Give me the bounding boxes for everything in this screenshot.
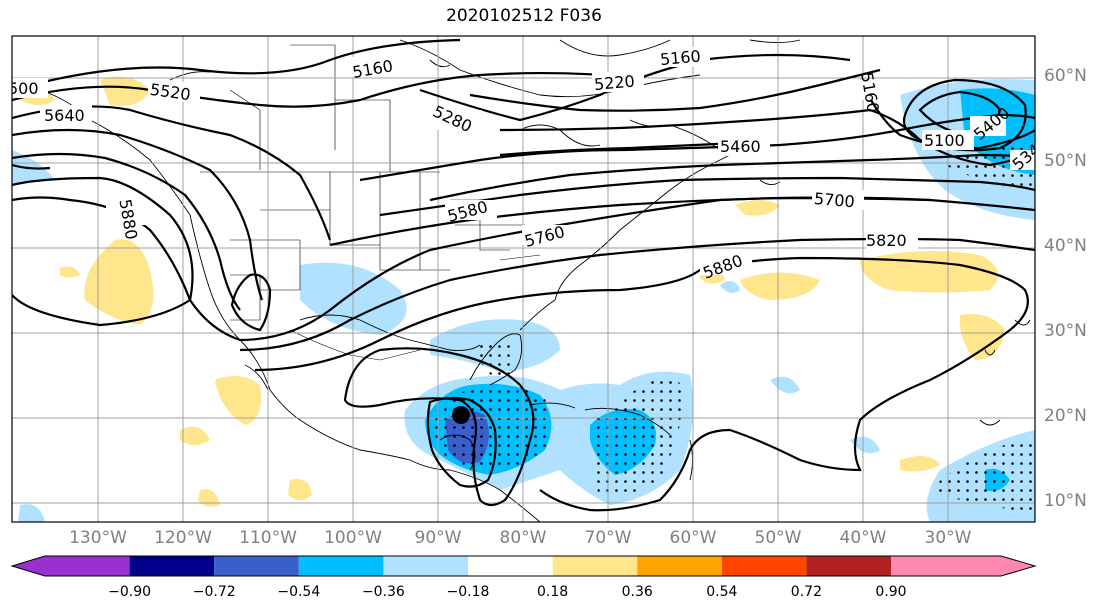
colorbar-tick: −0.54 bbox=[277, 584, 321, 600]
lat-label-60n: 60°N bbox=[1044, 66, 1087, 86]
contour-label: 5640 bbox=[44, 106, 85, 125]
contour-label: 5100 bbox=[924, 131, 965, 150]
map-title: 2020102512 F036 bbox=[446, 6, 602, 26]
lon-label-120w: 120°W bbox=[154, 528, 212, 548]
colorbar-bin bbox=[721, 556, 807, 576]
contour-label: 500 bbox=[8, 79, 39, 98]
colorbar-outline bbox=[10, 555, 1037, 577]
lon-label-100w: 100°W bbox=[324, 528, 382, 548]
colorbar-bin bbox=[383, 556, 468, 576]
anomaly-yellow bbox=[20, 76, 1005, 507]
colorbar-bin bbox=[806, 556, 891, 576]
colorbar-tick: 0.36 bbox=[621, 584, 653, 600]
colorbar-bin bbox=[298, 556, 384, 576]
colorbar-tick: 0.90 bbox=[875, 584, 907, 600]
colorbar-tick: 0.54 bbox=[706, 584, 738, 600]
colorbar-extend-low bbox=[12, 556, 45, 576]
graticule bbox=[12, 36, 1035, 522]
lat-label-20n: 20°N bbox=[1044, 406, 1087, 426]
contour-label-group: 5160 5520 5280 5160 5220 5460 5700 5820 … bbox=[8, 47, 1035, 283]
lon-label-70w: 70°W bbox=[584, 528, 632, 548]
lat-label-30n: 30°N bbox=[1044, 321, 1087, 341]
map-frame bbox=[11, 35, 1036, 523]
lon-label-50w: 50°W bbox=[754, 528, 802, 548]
contour-label: 5460 bbox=[720, 137, 761, 156]
height-contours bbox=[12, 38, 1035, 512]
colorbar-tick: −0.72 bbox=[192, 584, 236, 600]
colorbar-bin bbox=[45, 556, 130, 576]
significance-stipple bbox=[430, 147, 1035, 515]
lon-label-90w: 90°W bbox=[414, 528, 462, 548]
lon-label-110w: 110°W bbox=[239, 528, 297, 548]
colorbar-bin bbox=[891, 556, 1001, 576]
lat-label-50n: 50°N bbox=[1044, 151, 1087, 171]
lat-label-10n: 10°N bbox=[1044, 491, 1087, 511]
lon-label-130w: 130°W bbox=[69, 528, 127, 548]
colorbar-tick: 0.72 bbox=[790, 584, 822, 600]
colorbar-bin bbox=[468, 556, 553, 576]
storm-center-marker bbox=[452, 406, 470, 424]
colorbar-bin bbox=[214, 556, 299, 576]
colorbar-bin bbox=[129, 556, 215, 576]
colorbar bbox=[10, 555, 1037, 577]
colorbar-tick: −0.90 bbox=[108, 584, 152, 600]
lon-label-80w: 80°W bbox=[499, 528, 547, 548]
contour-label: 5820 bbox=[866, 231, 907, 250]
colorbar-tick: −0.36 bbox=[361, 584, 405, 600]
colorbar-tick: −0.18 bbox=[446, 584, 490, 600]
contour-label: 5700 bbox=[813, 189, 855, 211]
lon-label-60w: 60°W bbox=[669, 528, 717, 548]
contour-label: 5160 bbox=[659, 47, 701, 69]
contour-label: 5220 bbox=[593, 72, 635, 94]
colorbar-extend-high bbox=[1001, 556, 1035, 576]
colorbar-bin bbox=[637, 556, 722, 576]
colorbar-bin bbox=[552, 556, 638, 576]
colorbar-tick: 0.18 bbox=[537, 584, 569, 600]
lon-label-40w: 40°W bbox=[839, 528, 887, 548]
lon-label-30w: 30°W bbox=[924, 528, 972, 548]
lat-label-40n: 40°N bbox=[1044, 236, 1087, 256]
